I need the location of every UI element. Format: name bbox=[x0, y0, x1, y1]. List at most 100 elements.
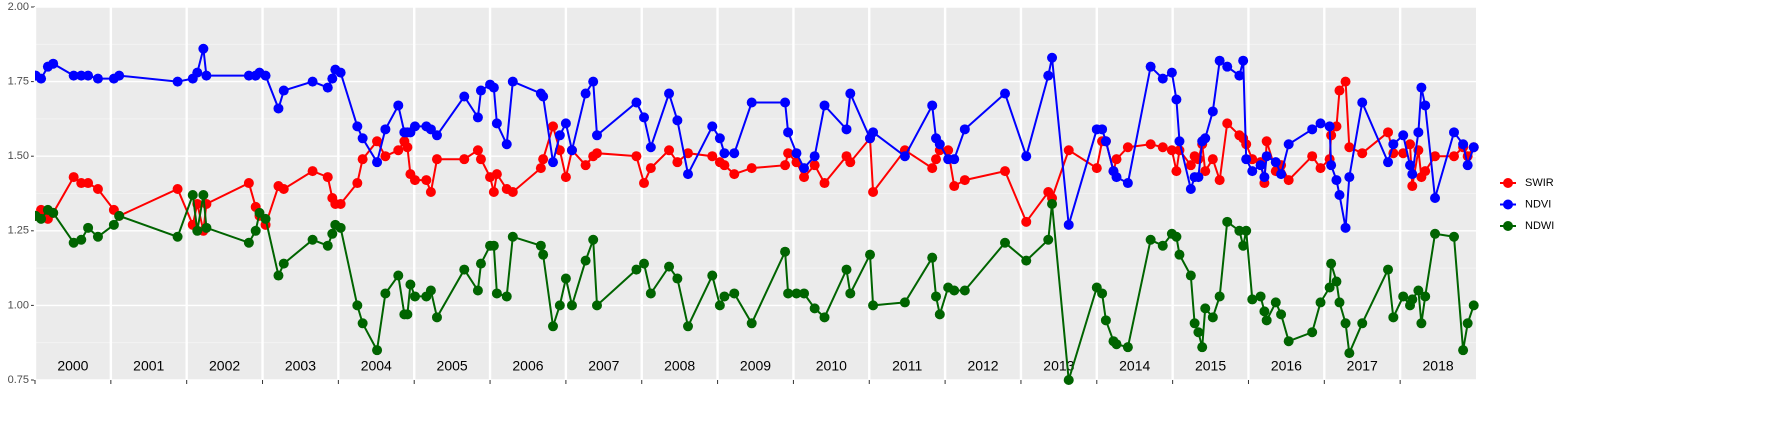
point bbox=[1157, 73, 1168, 84]
point bbox=[1166, 67, 1177, 78]
point bbox=[1145, 61, 1156, 72]
point bbox=[68, 70, 79, 81]
point bbox=[307, 76, 318, 87]
point bbox=[746, 97, 757, 108]
point bbox=[1383, 127, 1394, 138]
point bbox=[949, 154, 960, 165]
point bbox=[273, 103, 284, 114]
point bbox=[899, 151, 910, 162]
point bbox=[459, 264, 470, 275]
point bbox=[198, 43, 209, 54]
point bbox=[475, 154, 486, 165]
point bbox=[1324, 282, 1335, 293]
point bbox=[631, 264, 642, 275]
point bbox=[92, 231, 103, 242]
point bbox=[1270, 157, 1281, 168]
point bbox=[393, 145, 404, 156]
point bbox=[1174, 249, 1185, 260]
point bbox=[393, 270, 404, 281]
point bbox=[799, 172, 810, 183]
point bbox=[1276, 169, 1287, 180]
point bbox=[1270, 297, 1281, 308]
point bbox=[1000, 88, 1011, 99]
point bbox=[719, 160, 730, 171]
point bbox=[1111, 154, 1122, 165]
point bbox=[560, 172, 571, 183]
point bbox=[1398, 291, 1409, 302]
point bbox=[959, 124, 970, 135]
point bbox=[335, 222, 346, 233]
point bbox=[1334, 85, 1345, 96]
point bbox=[1122, 342, 1133, 353]
point bbox=[535, 240, 546, 251]
point bbox=[1247, 166, 1258, 177]
point bbox=[1200, 303, 1211, 314]
point bbox=[1383, 264, 1394, 275]
point bbox=[357, 154, 368, 165]
point bbox=[580, 160, 591, 171]
point bbox=[501, 139, 512, 150]
point bbox=[76, 234, 87, 245]
point bbox=[1344, 348, 1355, 359]
point bbox=[1214, 175, 1225, 186]
point bbox=[780, 160, 791, 171]
point bbox=[1449, 151, 1460, 162]
year-label: 2010 bbox=[816, 358, 847, 374]
point bbox=[1340, 222, 1351, 233]
point bbox=[92, 184, 103, 195]
point bbox=[1185, 184, 1196, 195]
point bbox=[491, 118, 502, 129]
point bbox=[548, 321, 559, 332]
point bbox=[959, 175, 970, 186]
point bbox=[192, 67, 203, 78]
point bbox=[591, 300, 602, 311]
point bbox=[1413, 127, 1424, 138]
point bbox=[327, 228, 338, 239]
point bbox=[1357, 148, 1368, 159]
point bbox=[1398, 130, 1409, 141]
point bbox=[501, 291, 512, 302]
point bbox=[1468, 142, 1479, 153]
point bbox=[352, 300, 363, 311]
point bbox=[1238, 240, 1249, 251]
point bbox=[560, 273, 571, 284]
point bbox=[538, 249, 549, 260]
point bbox=[538, 154, 549, 165]
point bbox=[1259, 306, 1270, 317]
point bbox=[1189, 318, 1200, 329]
point bbox=[1283, 139, 1294, 150]
point bbox=[1383, 157, 1394, 168]
point bbox=[683, 321, 694, 332]
point bbox=[1331, 175, 1342, 186]
point bbox=[491, 169, 502, 180]
point bbox=[1063, 375, 1074, 385]
point bbox=[845, 88, 856, 99]
point bbox=[1344, 172, 1355, 183]
legend-label: NDVI bbox=[1525, 198, 1551, 210]
year-label: 2016 bbox=[1271, 358, 1302, 374]
point bbox=[1122, 142, 1133, 153]
point bbox=[934, 309, 945, 320]
point bbox=[588, 234, 599, 245]
point bbox=[431, 312, 442, 323]
point bbox=[560, 118, 571, 129]
point bbox=[1047, 52, 1058, 63]
point bbox=[409, 175, 420, 186]
point bbox=[1222, 118, 1233, 129]
point bbox=[36, 73, 47, 84]
point bbox=[1326, 130, 1337, 141]
year-label: 2004 bbox=[361, 358, 392, 374]
point bbox=[201, 70, 212, 81]
year-label: 2009 bbox=[740, 358, 771, 374]
point bbox=[1307, 327, 1318, 338]
point bbox=[809, 160, 820, 171]
y-tick-label: 1.00 bbox=[8, 299, 29, 311]
point bbox=[841, 124, 852, 135]
point bbox=[1021, 255, 1032, 266]
point bbox=[1462, 318, 1473, 329]
point bbox=[566, 300, 577, 311]
point bbox=[1413, 285, 1424, 296]
year-label: 2017 bbox=[1347, 358, 1378, 374]
point bbox=[260, 70, 271, 81]
point bbox=[1416, 82, 1427, 93]
